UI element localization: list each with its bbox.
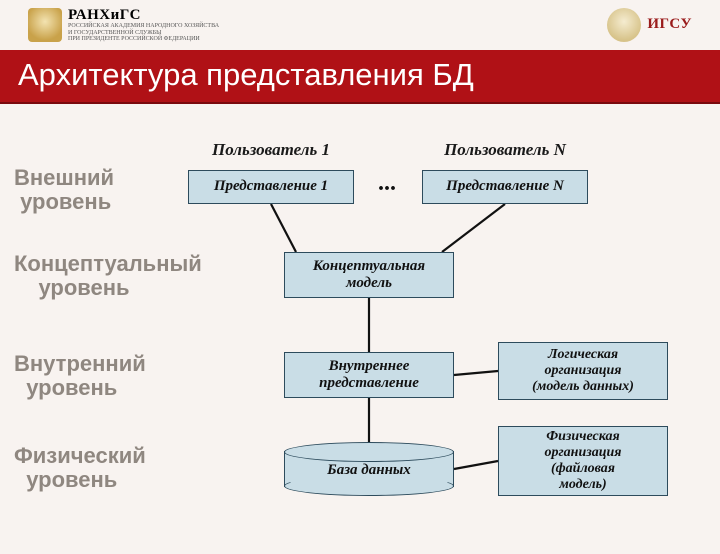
crest-icon [607,8,641,42]
header-logos: РАНХиГС РОССИЙСКАЯ АКАДЕМИЯ НАРОДНОГО ХО… [0,0,720,48]
logo-left-acronym: РАНХиГС [68,8,219,24]
node-view-1: Представление 1 [188,170,354,204]
slide-title: Архитектура представления БД [0,50,720,104]
node-view-n: Представление N [422,170,588,204]
logo-left: РАНХиГС РОССИЙСКАЯ АКАДЕМИЯ НАРОДНОГО ХО… [28,8,219,43]
logo-left-text: РАНХиГС РОССИЙСКАЯ АКАДЕМИЯ НАРОДНОГО ХО… [68,8,219,43]
diagram-canvas: Внешний уровень Концептуальный уровень В… [0,104,720,554]
logo-right-text: ИГСУ [647,17,692,33]
user-1-label: Пользователь 1 [186,140,356,160]
node-internal: Внутреннеепредставление [284,352,454,398]
crest-icon [28,8,62,42]
ellipsis: ... [378,170,396,197]
node-database: База данных [284,442,454,496]
level-internal: Внутренний уровень [14,352,146,400]
logo-left-sub: РОССИЙСКАЯ АКАДЕМИЯ НАРОДНОГО ХОЗЯЙСТВАИ… [68,23,219,42]
user-n-label: Пользователь N [420,140,590,160]
level-external: Внешний уровень [14,166,114,214]
logo-right: ИГСУ [607,8,692,42]
node-database-label: База данных [284,462,454,479]
node-logical: Логическаяорганизация(модель данных) [498,342,668,400]
level-physical: Физический уровень [14,444,146,492]
logo-right-acronym: ИГСУ [647,17,692,33]
level-conceptual: Концептуальный уровень [14,252,202,300]
node-physical: Физическаяорганизация(файловаямодель) [498,426,668,496]
node-conceptual: Концептуальнаямодель [284,252,454,298]
